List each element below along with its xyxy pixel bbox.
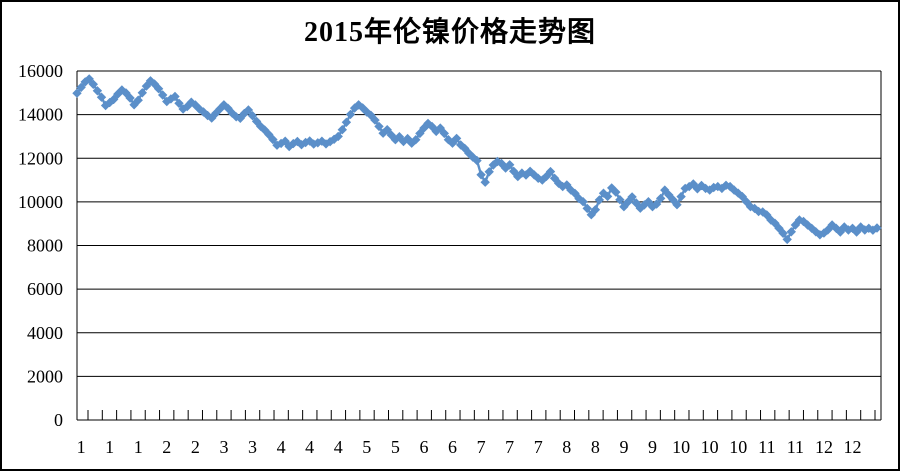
y-axis-label: 12000 — [18, 148, 63, 168]
x-axis-label: 12 — [844, 437, 862, 457]
x-axis-label: 2 — [162, 437, 171, 457]
y-axis-label: 14000 — [18, 105, 63, 125]
x-axis-label: 5 — [362, 437, 371, 457]
x-axis-label: 10 — [672, 437, 690, 457]
x-axis-label: 8 — [562, 437, 571, 457]
chart-title: 2015年伦镍价格走势图 — [303, 17, 596, 48]
y-axis-label: 10000 — [18, 192, 63, 212]
y-axis-label: 2000 — [27, 366, 63, 386]
price-series-markers — [72, 74, 882, 245]
x-axis-label: 6 — [448, 437, 457, 457]
x-axis-label: 1 — [77, 437, 86, 457]
y-axis-label: 0 — [54, 410, 63, 430]
y-axis-label: 8000 — [27, 236, 63, 256]
x-axis-label: 1 — [134, 437, 143, 457]
x-axis-label: 4 — [334, 437, 343, 457]
x-axis-label: 3 — [219, 437, 228, 457]
x-axis-label: 2 — [191, 437, 200, 457]
x-axis-label: 4 — [305, 437, 314, 457]
x-axis-label: 10 — [701, 437, 719, 457]
x-axis-label: 1 — [105, 437, 114, 457]
x-axis-label: 6 — [419, 437, 428, 457]
y-axis-label: 6000 — [27, 279, 63, 299]
x-axis-label: 10 — [729, 437, 747, 457]
x-axis-label: 9 — [619, 437, 628, 457]
x-axis-label: 12 — [815, 437, 833, 457]
x-axis-label: 5 — [391, 437, 400, 457]
x-axis-label: 7 — [505, 437, 514, 457]
y-axis-label: 16000 — [18, 61, 63, 81]
y-axis-label: 4000 — [27, 323, 63, 343]
x-axis-label: 11 — [758, 437, 775, 457]
x-axis-label: 8 — [591, 437, 600, 457]
x-axis-label: 9 — [648, 437, 657, 457]
x-axis-label: 7 — [477, 437, 486, 457]
x-axis-label: 7 — [534, 437, 543, 457]
x-axis-label: 4 — [277, 437, 286, 457]
x-axis-label: 11 — [787, 437, 804, 457]
x-axis-label: 3 — [248, 437, 257, 457]
